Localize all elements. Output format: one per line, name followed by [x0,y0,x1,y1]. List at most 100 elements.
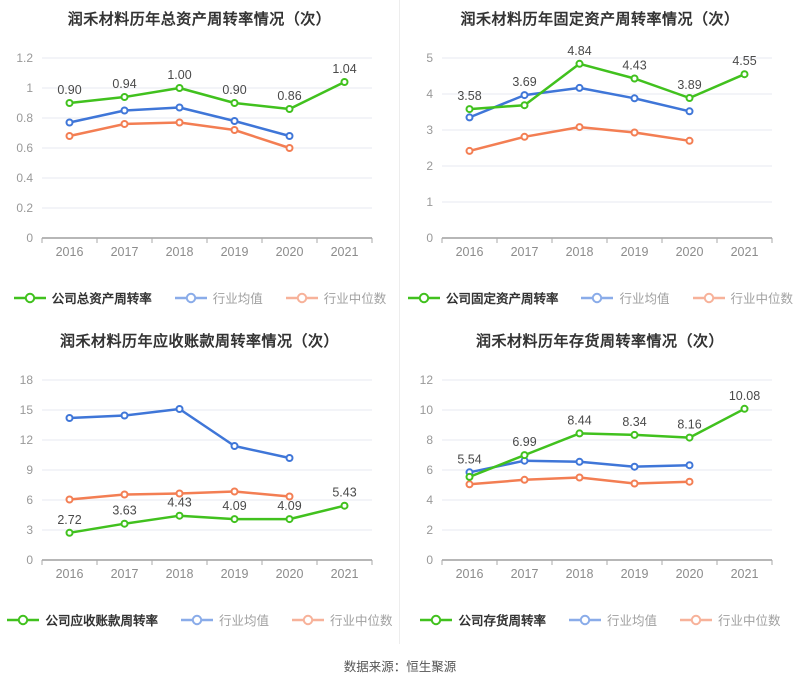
legend-label: 行业中位数 [330,614,393,628]
x-tick-label: 2016 [56,567,84,581]
series-point-mean [285,454,294,462]
series-point-company [465,105,474,114]
legend-marker-mean-icon [568,614,601,625]
x-tick-label: 2018 [566,567,594,581]
legend-marker-mean-icon [581,292,614,303]
x-tick-label: 2021 [331,567,359,581]
point-label: 8.16 [677,418,701,432]
y-tick-label: 5 [426,51,433,65]
legend-label: 行业均值 [212,292,263,306]
series-point-company [685,94,694,102]
series-point-company [230,99,239,107]
series-point-company [340,78,349,86]
y-tick-label: 4 [426,87,433,101]
legend-label: 行业均值 [619,292,670,306]
x-tick-label: 2021 [331,245,359,259]
series-point-mean [175,405,184,413]
x-tick-label: 2021 [731,245,759,259]
legend-item-median[interactable]: 行业中位数 [285,288,386,307]
x-tick-label: 2020 [276,567,304,581]
legend-item-median[interactable]: 行业中位数 [692,288,794,307]
legend-item-company[interactable]: 公司固定资产周转率 [407,288,559,307]
legend-marker-median-icon [292,614,324,625]
legend-item-mean[interactable]: 行业均值 [174,288,263,307]
x-tick-label: 2020 [676,245,704,259]
series-point-company [340,501,349,510]
y-tick-label: 0 [26,553,33,567]
legend-label: 行业中位数 [730,292,794,306]
series-point-mean [120,411,129,420]
series-point-company [65,99,74,107]
series-point-company [465,472,474,481]
series-point-company [175,511,184,520]
legend-item-mean[interactable]: 行业均值 [568,610,657,629]
chart-title: 润禾材料历年总资产周转率情况（次） [67,11,332,28]
x-tick-label: 2016 [456,245,484,259]
x-tick-label: 2017 [111,567,139,581]
series-point-median [465,480,474,489]
y-tick-label: 0.2 [16,201,33,215]
chart-legend: 公司固定资产周转率 行业均值 行业中位数 [400,288,800,307]
series-point-mean [465,113,474,122]
series-point-median [120,120,129,128]
chart-panel-total-asset-turnover: 润禾材料历年总资产周转率情况（次） 0 0.2 0.4 0.6 0.8 1 1.2 2016 2… [0,0,400,322]
legend-item-company[interactable]: 公司应收账款周转率 [6,610,158,629]
series-point-mean [230,442,239,450]
charts-grid: 润禾材料历年总资产周转率情况（次） 0 0.2 0.4 0.6 0.8 1 1.2 2016 2… [0,0,800,644]
chart-legend: 公司存货周转率 行业均值 行业中位数 [400,610,800,629]
series-point-company [520,101,529,110]
x-tick-label: 2019 [221,567,249,581]
series-line-company [468,62,746,111]
series-point-median [685,477,694,486]
point-label: 8.34 [622,415,646,429]
point-label: 2.72 [57,513,81,527]
point-label: 4.84 [567,44,591,58]
series-line-company [68,504,346,535]
series-point-mean [630,462,639,471]
y-tick-label: 2 [426,523,433,537]
y-tick-label: 8 [426,433,433,447]
y-tick-label: 0.6 [16,141,33,155]
chart-legend: 公司总资产周转率 行业均值 行业中位数 [0,288,399,307]
legend-item-company[interactable]: 公司存货周转率 [419,610,546,629]
series-point-company [740,404,749,413]
series-point-median [285,144,294,152]
legend-item-median[interactable]: 行业中位数 [291,610,393,629]
legend-label: 公司固定资产周转率 [445,292,559,306]
point-label: 1.04 [332,62,356,76]
point-label: 4.43 [622,59,646,73]
point-label: 5.43 [332,486,356,500]
series-point-median [65,495,74,504]
legend-item-median[interactable]: 行业中位数 [679,610,781,629]
series-point-mean [520,91,529,100]
y-tick-label: 4 [426,493,433,507]
x-tick-label: 2018 [166,245,194,259]
y-tick-label: 3 [426,123,433,137]
series-point-median [175,118,184,127]
series-line-company [468,407,746,479]
point-label: 3.89 [677,78,701,92]
line-chart-receivables-turnover: 0 3 6 9 12 15 18 2016 2017 2018 2019 2020 2021 2.72 3.… [20,373,373,581]
series-point-median [175,489,184,498]
series-point-company [120,519,129,528]
series-point-median [630,479,639,488]
y-tick-label: 3 [26,523,33,537]
legend-marker-mean-icon [174,292,207,303]
y-tick-label: 10 [420,403,434,417]
legend-item-company[interactable]: 公司总资产周转率 [13,288,152,307]
y-tick-label: 12 [420,373,434,387]
y-tick-label: 0.8 [16,111,33,125]
legend-item-mean[interactable]: 行业均值 [580,288,670,307]
chart-legend: 公司应收账款周转率 行业均值 行业中位数 [0,610,399,629]
y-tick-label: 12 [20,433,34,447]
chart-title: 润禾材料历年应收账款周转率情况（次） [59,333,339,350]
series-point-mean [285,132,294,140]
point-label: 3.58 [457,89,481,103]
series-point-median [575,473,584,482]
point-label: 5.54 [457,452,481,466]
series-point-median [630,128,639,137]
point-label: 4.09 [222,499,246,513]
chart-title: 润禾材料历年存货周转率情况（次） [475,333,724,350]
legend-item-mean[interactable]: 行业均值 [180,610,269,629]
series-point-company [575,429,584,438]
